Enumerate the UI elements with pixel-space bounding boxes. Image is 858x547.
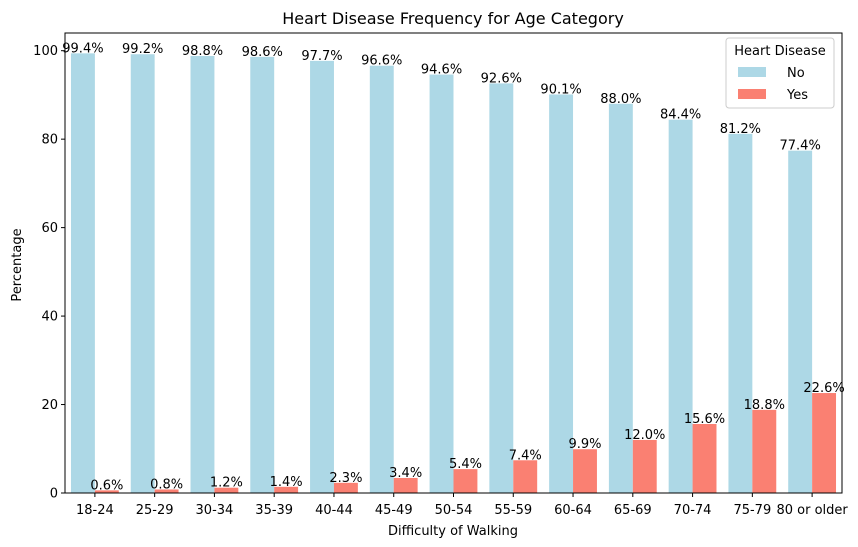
x-tick-label-80 or older: 80 or older: [776, 503, 848, 518]
legend-swatch-no: [738, 67, 766, 77]
bar-yes-55-59: [513, 460, 538, 493]
x-tick-label-55-59: 55-59: [494, 503, 532, 518]
axes: 0 20 40 60 80 100 18-24 25-29 30-34 35-39 40-44 45-…: [33, 32, 848, 518]
value-label-no-75-79: 81.2%: [720, 122, 761, 137]
legend-label-no: No: [787, 66, 805, 81]
x-tick-label-18-24: 18-24: [76, 503, 114, 518]
value-label-no-65-69: 88.0%: [600, 92, 641, 107]
bar-no-18-24: [70, 53, 95, 493]
bar-no-55-59: [489, 83, 514, 493]
x-axis-label: Difficulty of Walking: [388, 524, 518, 539]
bar-yes-50-54: [453, 469, 478, 493]
bar-no-30-34: [190, 56, 215, 493]
value-label-yes-25-29: 0.8%: [150, 477, 183, 492]
value-label-no-70-74: 84.4%: [660, 108, 701, 123]
bar-yes-75-79: [752, 409, 777, 493]
value-label-no-18-24: 99.4%: [62, 41, 103, 56]
bar-yes-80 or older: [812, 393, 837, 493]
value-label-no-40-44: 97.7%: [301, 49, 342, 64]
value-label-yes-70-74: 15.6%: [684, 412, 725, 427]
bar-no-35-39: [250, 56, 275, 494]
value-label-yes-40-44: 2.3%: [329, 471, 362, 486]
bar-no-25-29: [130, 54, 155, 493]
value-label-layer: 99.4% 99.2% 98.8% 98.6% 97.7% 96.6% 94.6% 92.6%…: [62, 41, 844, 493]
x-tick-label-60-64: 60-64: [554, 503, 592, 518]
value-label-yes-65-69: 12.0%: [624, 428, 665, 443]
bar-yes-45-49: [393, 477, 418, 493]
bar-no-50-54: [429, 74, 454, 494]
value-label-yes-60-64: 9.9%: [568, 437, 601, 452]
value-label-yes-45-49: 3.4%: [389, 466, 422, 481]
chart-title: Heart Disease Frequency for Age Category: [282, 9, 624, 28]
x-tick-label-35-39: 35-39: [255, 503, 293, 518]
bar-yes-60-64: [573, 449, 597, 493]
legend-label-yes: Yes: [786, 88, 808, 103]
value-label-yes-80 or older: 22.6%: [803, 381, 844, 396]
value-label-yes-30-34: 1.2%: [210, 476, 243, 491]
value-label-yes-75-79: 18.8%: [744, 398, 785, 413]
legend: Heart Disease No Yes: [725, 37, 835, 109]
x-tick-label-30-34: 30-34: [196, 503, 234, 518]
bar-no-80 or older: [788, 150, 813, 493]
value-label-no-35-39: 98.6%: [242, 45, 283, 60]
value-label-no-50-54: 94.6%: [421, 63, 462, 78]
bar-no-70-74: [668, 119, 693, 493]
y-tick-label-40: 40: [41, 310, 58, 325]
legend-title: Heart Disease: [734, 44, 825, 59]
bar-yes-18-24: [94, 490, 119, 493]
bar-no-60-64: [549, 94, 574, 493]
y-tick-label-20: 20: [41, 398, 58, 413]
x-tick-label-45-49: 45-49: [375, 503, 413, 518]
value-label-no-55-59: 92.6%: [481, 71, 522, 86]
bar-yes-25-29: [154, 489, 179, 493]
legend-swatch-yes: [738, 89, 766, 99]
x-tick-label-70-74: 70-74: [674, 503, 712, 518]
y-axis-label: Percentage: [10, 228, 25, 301]
x-tick-label-50-54: 50-54: [435, 503, 473, 518]
value-label-no-60-64: 90.1%: [540, 82, 581, 97]
bar-yes-30-34: [214, 487, 239, 493]
y-tick-label-80: 80: [41, 133, 58, 148]
bar-yes-70-74: [692, 424, 717, 493]
value-label-yes-35-39: 1.4%: [270, 475, 303, 490]
y-tick-label-0: 0: [50, 487, 58, 502]
bar-no-40-44: [310, 60, 334, 493]
bar-no-65-69: [608, 103, 633, 494]
value-label-yes-18-24: 0.6%: [90, 478, 123, 493]
x-tick-label-25-29: 25-29: [136, 503, 174, 518]
bar-layer: [70, 53, 837, 494]
x-tick-label-40-44: 40-44: [315, 503, 353, 518]
bar-yes-65-69: [632, 439, 657, 493]
x-tick-label-65-69: 65-69: [614, 503, 652, 518]
value-label-no-45-49: 96.6%: [361, 54, 402, 69]
bar-no-75-79: [728, 133, 753, 493]
y-tick-label-100: 100: [33, 44, 58, 59]
value-label-no-30-34: 98.8%: [182, 44, 223, 59]
value-label-yes-55-59: 7.4%: [509, 448, 542, 463]
bar-yes-35-39: [274, 486, 299, 493]
bar-yes-40-44: [333, 482, 358, 493]
bar-no-45-49: [369, 65, 394, 493]
value-label-yes-50-54: 5.4%: [449, 457, 482, 472]
x-tick-label-75-79: 75-79: [733, 503, 771, 518]
value-label-no-80 or older: 77.4%: [780, 139, 821, 154]
value-label-no-25-29: 99.2%: [122, 42, 163, 57]
y-tick-label-60: 60: [41, 221, 58, 236]
